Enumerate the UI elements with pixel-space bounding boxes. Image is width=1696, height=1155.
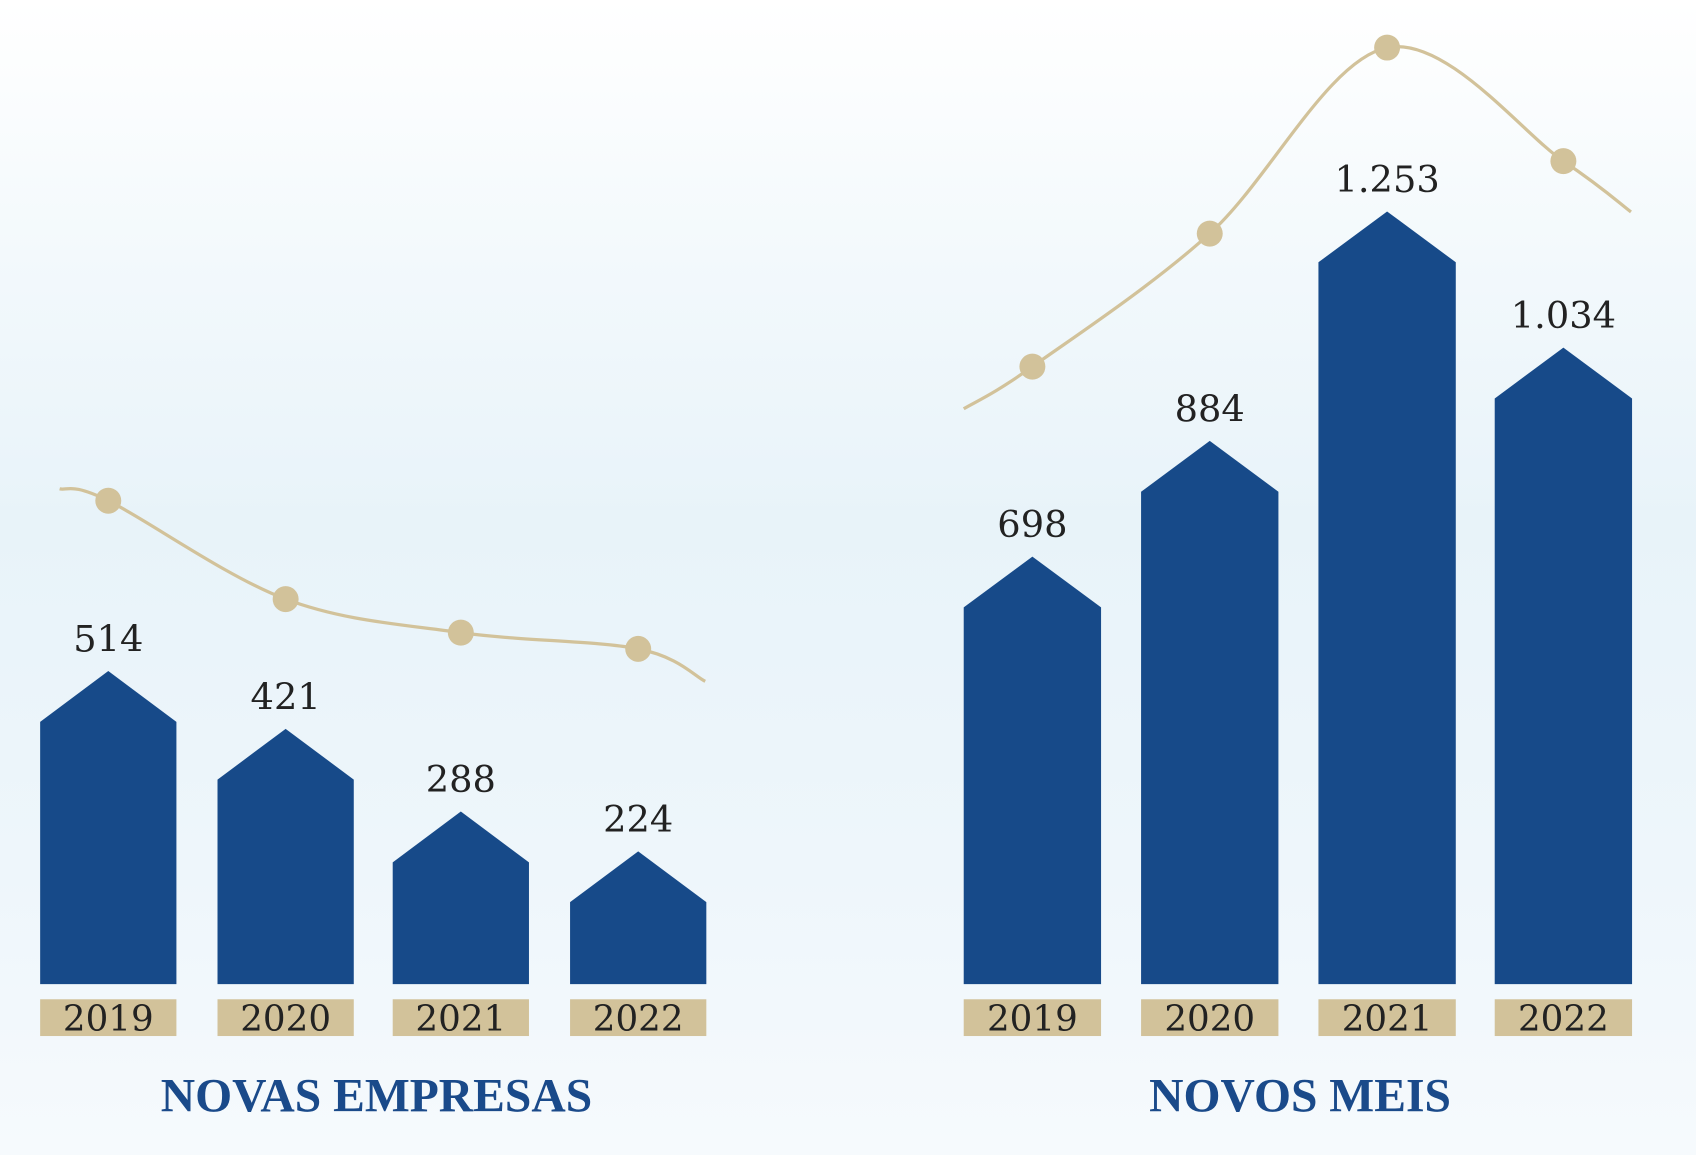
value-label: 421 [251, 675, 321, 718]
year-label-bg [392, 999, 529, 1037]
year-label-bg [1141, 999, 1279, 1037]
chart-novos-meis: 698 2019 884 2020 1.253 2021 1.034 2022 NOVOS ME… [962, 34, 1633, 1123]
bar-2021 [1318, 211, 1456, 985]
trend-dot [625, 635, 652, 662]
bar-2020 [217, 728, 354, 985]
trend-dot [95, 487, 122, 514]
value-label: 288 [426, 758, 496, 801]
value-label: 514 [73, 618, 143, 661]
chart-title: NOVOS MEIS [1149, 1071, 1451, 1123]
year-label: 2022 [1518, 999, 1609, 1040]
year-label-bg [1494, 999, 1633, 1037]
year-label: 2020 [1164, 999, 1255, 1040]
value-label: 698 [997, 503, 1067, 546]
trend-dot [1196, 220, 1223, 247]
year-label-bg [1318, 999, 1456, 1037]
trend-line [962, 44, 1632, 411]
trend-dot [1374, 34, 1401, 61]
bar-2019 [40, 670, 177, 985]
value-label: 1.034 [1511, 294, 1616, 337]
year-label: 2019 [987, 999, 1078, 1040]
chart-title: NOVAS EMPRESAS [161, 1071, 592, 1123]
year-label: 2022 [593, 999, 684, 1040]
year-label-bg [40, 999, 177, 1037]
trend-line [59, 486, 707, 683]
value-label: 1.253 [1334, 158, 1439, 201]
year-label: 2019 [63, 999, 154, 1040]
year-label-bg [963, 999, 1102, 1037]
year-label: 2020 [240, 999, 331, 1040]
bar-2021 [392, 811, 529, 985]
year-label-bg [570, 999, 707, 1037]
trend-dot [447, 619, 474, 646]
value-label: 224 [603, 798, 673, 841]
bar-2020 [1141, 440, 1279, 985]
value-label: 884 [1175, 387, 1245, 430]
trend-dot [272, 586, 299, 613]
year-label-bg [217, 999, 354, 1037]
bar-2022 [570, 851, 707, 985]
bar-2022 [1494, 347, 1633, 985]
year-label: 2021 [1342, 999, 1433, 1040]
trend-dot [1019, 353, 1046, 380]
bar-2019 [963, 556, 1102, 985]
year-label: 2021 [415, 999, 506, 1040]
trend-dot [1550, 148, 1577, 175]
